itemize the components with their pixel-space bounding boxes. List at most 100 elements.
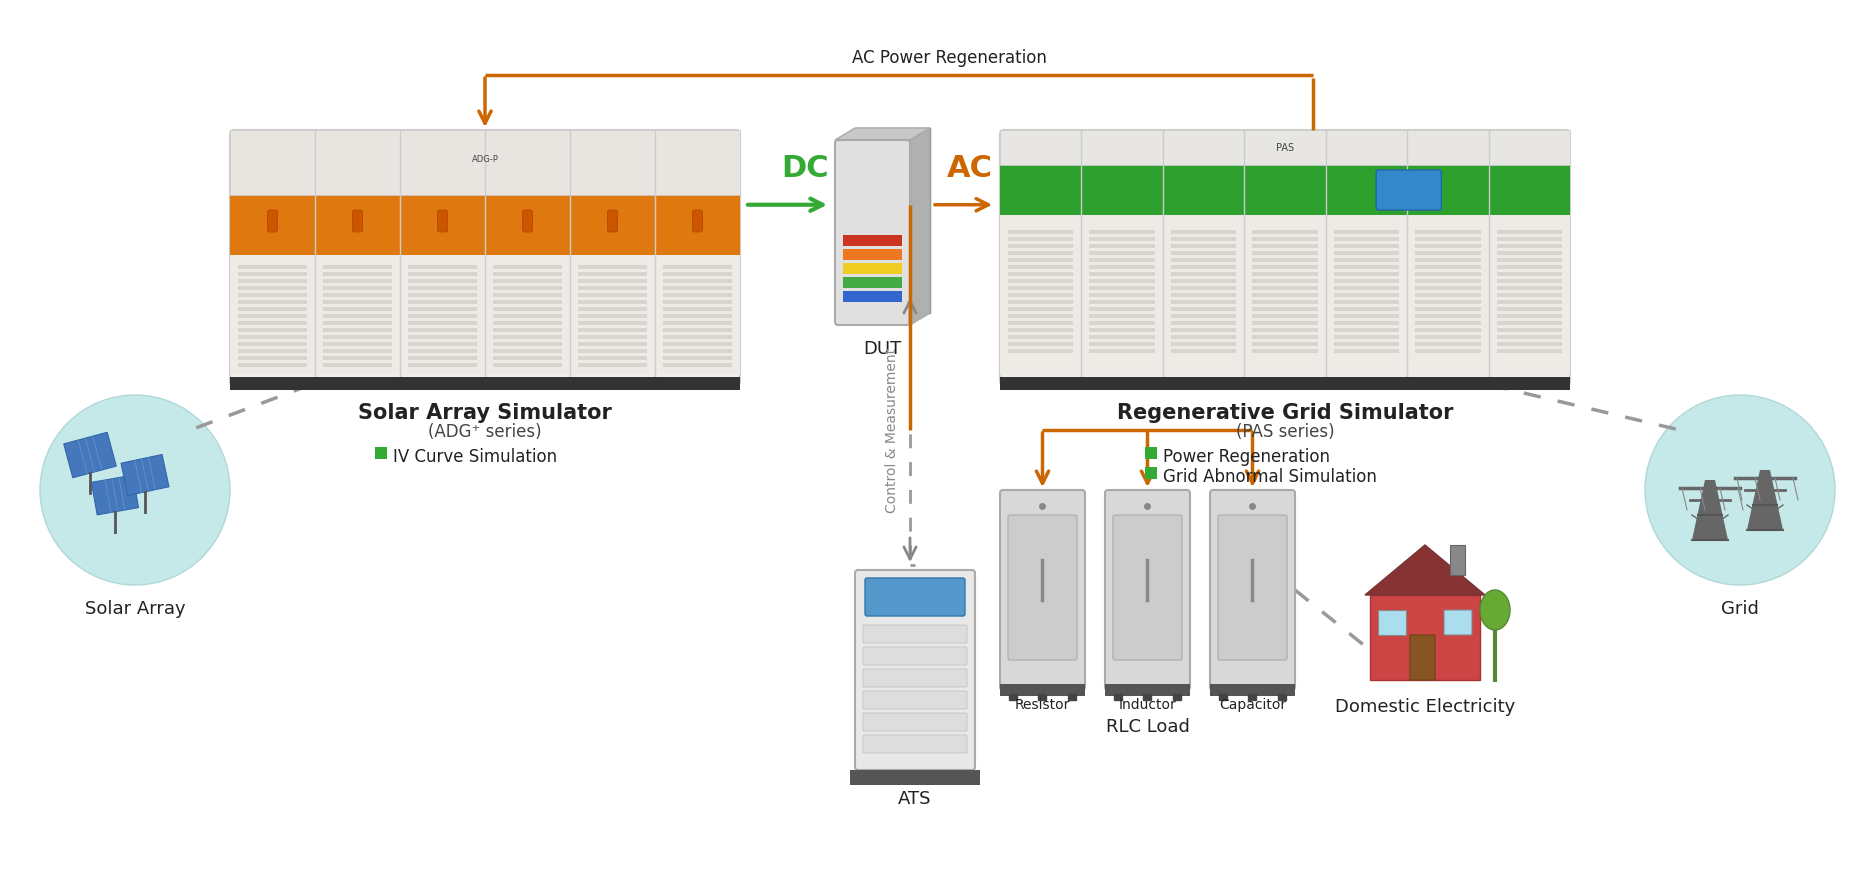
Bar bbox=[663, 307, 732, 311]
FancyBboxPatch shape bbox=[1376, 170, 1441, 210]
Bar bbox=[663, 314, 732, 318]
Bar bbox=[1088, 265, 1155, 269]
FancyBboxPatch shape bbox=[862, 647, 966, 665]
Bar bbox=[663, 342, 732, 346]
Bar bbox=[238, 279, 306, 283]
Bar bbox=[1333, 272, 1398, 276]
Bar bbox=[323, 342, 392, 346]
Bar bbox=[663, 335, 732, 339]
Bar bbox=[323, 335, 392, 339]
Bar bbox=[1008, 286, 1073, 290]
Bar bbox=[492, 279, 561, 283]
Bar bbox=[849, 770, 979, 785]
Bar bbox=[492, 286, 561, 290]
Bar bbox=[1088, 321, 1155, 325]
Bar bbox=[578, 293, 646, 297]
Bar bbox=[1415, 237, 1480, 241]
Bar bbox=[238, 293, 306, 297]
Text: Resistor: Resistor bbox=[1014, 698, 1070, 712]
Bar bbox=[1415, 293, 1480, 297]
Polygon shape bbox=[1746, 470, 1783, 530]
FancyBboxPatch shape bbox=[522, 210, 533, 232]
Bar bbox=[1415, 272, 1480, 276]
Bar bbox=[1088, 335, 1155, 339]
Bar bbox=[238, 314, 306, 318]
Ellipse shape bbox=[41, 395, 230, 585]
Bar bbox=[230, 130, 739, 195]
Bar bbox=[1333, 335, 1398, 339]
Bar bbox=[409, 342, 477, 346]
Bar bbox=[1495, 286, 1562, 290]
Bar bbox=[1008, 314, 1073, 318]
Text: ATS: ATS bbox=[897, 790, 930, 808]
Bar bbox=[238, 321, 306, 325]
Bar bbox=[1008, 328, 1073, 332]
Bar bbox=[1008, 272, 1073, 276]
Bar bbox=[492, 342, 561, 346]
Bar bbox=[663, 293, 732, 297]
Bar bbox=[409, 363, 477, 367]
Bar bbox=[1415, 279, 1480, 283]
Bar bbox=[663, 279, 732, 283]
Bar bbox=[578, 314, 646, 318]
Ellipse shape bbox=[1480, 590, 1510, 630]
Bar bbox=[409, 293, 477, 297]
Bar bbox=[578, 363, 646, 367]
FancyBboxPatch shape bbox=[1209, 490, 1294, 690]
Bar bbox=[1252, 258, 1317, 262]
Bar bbox=[409, 328, 477, 332]
FancyBboxPatch shape bbox=[834, 140, 910, 325]
Bar bbox=[238, 356, 306, 360]
Bar bbox=[1333, 286, 1398, 290]
Bar bbox=[1495, 272, 1562, 276]
Bar bbox=[238, 349, 306, 353]
Bar bbox=[1008, 342, 1073, 346]
Text: AC Power Regeneration: AC Power Regeneration bbox=[851, 49, 1045, 67]
Bar bbox=[578, 286, 646, 290]
Bar bbox=[1495, 321, 1562, 325]
Bar bbox=[323, 300, 392, 304]
Bar bbox=[1170, 307, 1235, 311]
Bar bbox=[1008, 349, 1073, 353]
Bar bbox=[1252, 342, 1317, 346]
FancyBboxPatch shape bbox=[230, 130, 739, 385]
Bar bbox=[323, 321, 392, 325]
Bar bbox=[323, 272, 392, 276]
Bar bbox=[1495, 328, 1562, 332]
Bar bbox=[1008, 694, 1016, 700]
Bar bbox=[843, 277, 901, 288]
Bar bbox=[1088, 237, 1155, 241]
Bar bbox=[1495, 314, 1562, 318]
Bar bbox=[1088, 300, 1155, 304]
Text: Grid Abnormal Simulation: Grid Abnormal Simulation bbox=[1162, 468, 1376, 486]
Bar bbox=[1333, 237, 1398, 241]
Bar bbox=[238, 300, 306, 304]
Bar bbox=[1495, 251, 1562, 255]
Bar bbox=[1415, 335, 1480, 339]
Bar bbox=[1333, 342, 1398, 346]
Bar bbox=[238, 328, 306, 332]
Bar bbox=[578, 335, 646, 339]
Bar bbox=[1252, 237, 1317, 241]
Bar bbox=[578, 328, 646, 332]
Bar bbox=[1495, 258, 1562, 262]
FancyBboxPatch shape bbox=[862, 691, 966, 709]
Bar bbox=[1252, 265, 1317, 269]
Bar bbox=[1415, 342, 1480, 346]
Bar bbox=[1495, 342, 1562, 346]
Bar bbox=[492, 300, 561, 304]
Bar bbox=[238, 272, 306, 276]
Bar bbox=[1142, 694, 1151, 700]
Bar bbox=[409, 349, 477, 353]
Bar bbox=[1008, 293, 1073, 297]
Bar bbox=[663, 349, 732, 353]
Bar bbox=[1333, 300, 1398, 304]
Bar bbox=[375, 447, 386, 459]
Bar bbox=[1333, 230, 1398, 234]
Bar bbox=[1088, 251, 1155, 255]
Ellipse shape bbox=[1643, 395, 1835, 585]
Bar bbox=[1415, 230, 1480, 234]
Bar bbox=[578, 265, 646, 269]
Text: (ADG⁺ series): (ADG⁺ series) bbox=[427, 423, 542, 441]
Bar bbox=[1415, 244, 1480, 248]
